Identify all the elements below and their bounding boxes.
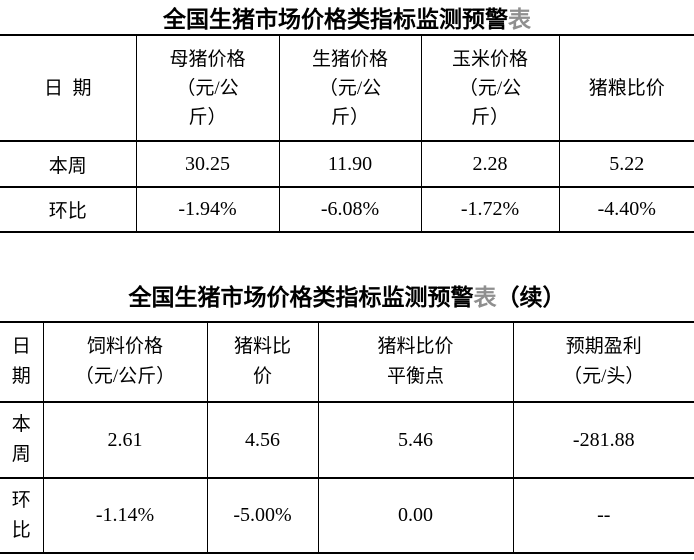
cell-hog-feed-ratio-week: 4.56	[206, 401, 319, 479]
header-cell-sow-price: 母猪价格 （元/公 斤）	[135, 34, 280, 142]
cell-hog-grain-ratio-change: -4.40%	[558, 186, 694, 233]
page-title-main: 全国生猪市场价格类指标监测预警	[163, 7, 508, 32]
header-row: 日 期 饲料价格 （元/公斤） 猪料比 价 猪料比价 平衡点 预期盈利 （元/头…	[0, 321, 694, 403]
header-cell-feed-price: 饲料价格 （元/公斤）	[42, 321, 208, 403]
header-cell-date: 日 期	[0, 321, 44, 403]
page-title2-main: 全国生猪市场价格类指标监测预警	[128, 285, 474, 310]
cell-corn-price-week: 2.28	[420, 140, 560, 188]
cell-expected-profit-change: --	[512, 477, 694, 554]
page-title-monitoring-warning: 全国生猪市场价格类指标监测预警表	[0, 0, 694, 34]
price-indicators-table: 日期 母猪价格 （元/公 斤） 生猪价格 （元/公 斤） 玉米价格 （元/公 斤…	[0, 34, 694, 233]
cell-feed-price-week: 2.61	[42, 401, 208, 479]
header-cell-hog-grain-ratio: 猪粮比价	[558, 34, 694, 142]
table-row-this-week: 本周 30.25 11.90 2.28 5.22	[0, 140, 694, 188]
row-label-this-week: 本 周	[0, 401, 44, 479]
header-cell-hog-feed-ratio-breakeven: 猪料比价 平衡点	[317, 321, 514, 403]
row-label-week-over-week: 环比	[0, 186, 137, 233]
cell-sow-price-week: 30.25	[135, 140, 280, 188]
page-title2-continued: （续）	[496, 285, 566, 310]
cell-hog-price-change: -6.08%	[278, 186, 422, 233]
cell-expected-profit-week: -281.88	[512, 401, 694, 479]
row-label-week-over-week: 环 比	[0, 477, 44, 554]
table-row-this-week: 本 周 2.61 4.56 5.46 -281.88	[0, 401, 694, 479]
cell-breakeven-week: 5.46	[317, 401, 514, 479]
header-cell-corn-price: 玉米价格 （元/公 斤）	[420, 34, 560, 142]
price-indicators-table-continued: 日 期 饲料价格 （元/公斤） 猪料比 价 猪料比价 平衡点 预期盈利 （元/头…	[0, 321, 694, 554]
row-label-this-week: 本周	[0, 140, 137, 188]
header-row: 日期 母猪价格 （元/公 斤） 生猪价格 （元/公 斤） 玉米价格 （元/公 斤…	[0, 34, 694, 142]
page-title-suffix-gray: 表	[508, 7, 531, 32]
cell-hog-grain-ratio-week: 5.22	[558, 140, 694, 188]
header-cell-date: 日期	[0, 34, 137, 142]
cell-hog-price-week: 11.90	[278, 140, 422, 188]
page-title-monitoring-warning-continued: 全国生猪市场价格类指标监测预警表（续）	[0, 278, 694, 312]
cell-breakeven-change: 0.00	[317, 477, 514, 554]
cell-hog-feed-ratio-change: -5.00%	[206, 477, 319, 554]
header-cell-hog-price: 生猪价格 （元/公 斤）	[278, 34, 422, 142]
header-cell-hog-feed-ratio: 猪料比 价	[206, 321, 319, 403]
header-cell-expected-profit: 预期盈利 （元/头）	[512, 321, 694, 403]
table-row-week-over-week: 环比 -1.94% -6.08% -1.72% -4.40%	[0, 186, 694, 233]
cell-sow-price-change: -1.94%	[135, 186, 280, 233]
cell-feed-price-change: -1.14%	[42, 477, 208, 554]
page-title2-suffix-gray: 表	[473, 285, 497, 310]
table-row-week-over-week: 环 比 -1.14% -5.00% 0.00 --	[0, 477, 694, 554]
cell-corn-price-change: -1.72%	[420, 186, 560, 233]
